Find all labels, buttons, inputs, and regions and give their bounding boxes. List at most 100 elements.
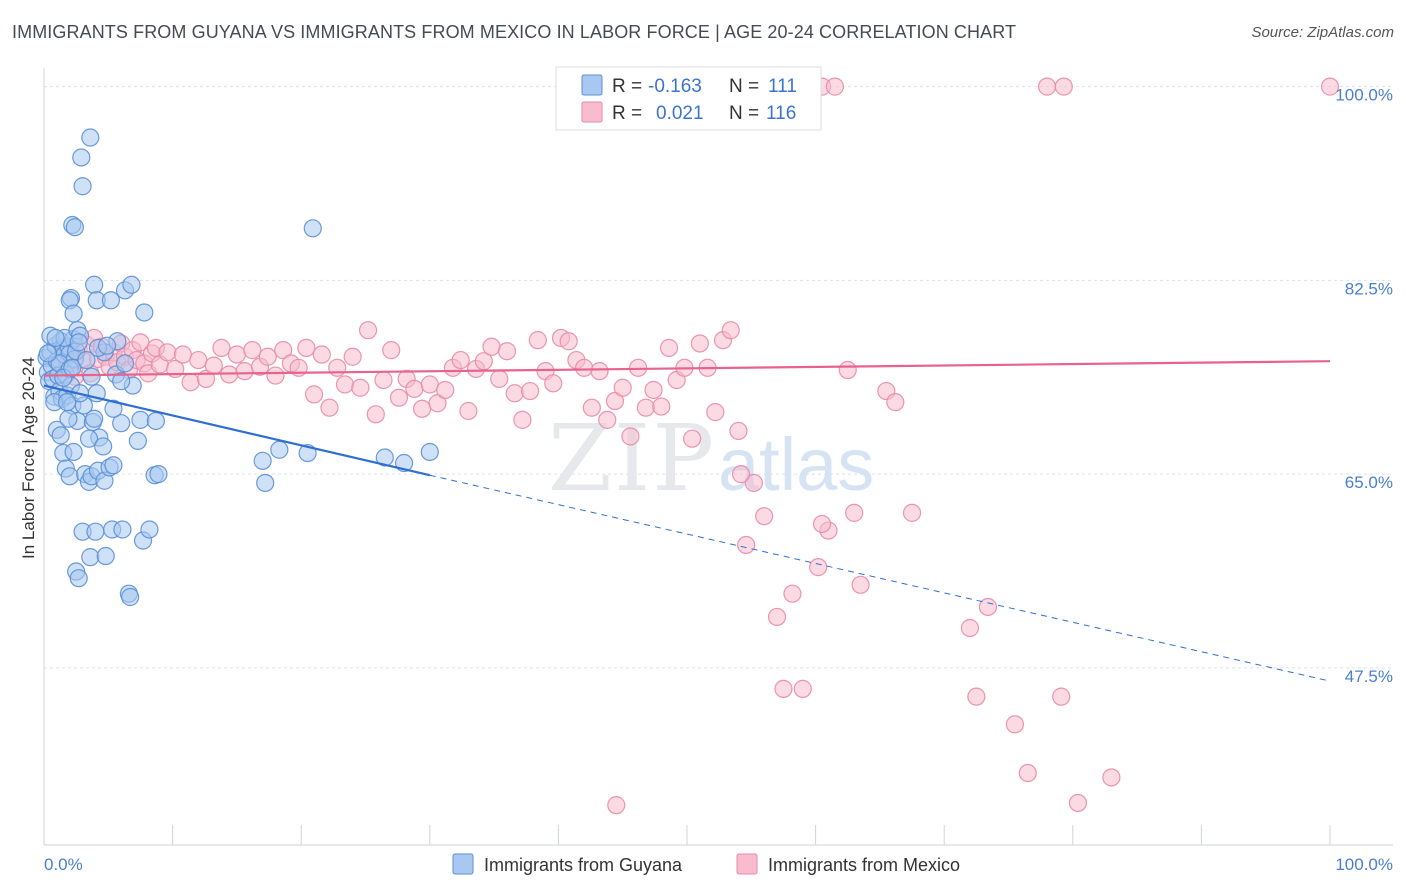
mexico-point <box>598 410 617 429</box>
guyana-point <box>58 393 77 412</box>
guyana-point <box>303 219 322 238</box>
mexico-point <box>204 356 223 375</box>
mexico-point <box>845 503 864 522</box>
guyana-point <box>101 291 120 310</box>
grid-lines <box>44 86 1393 669</box>
guyana-point <box>146 411 165 431</box>
x-tick-label-min: 0.0% <box>44 855 83 874</box>
y-tick-label: 82.5% <box>1345 279 1393 298</box>
mexico-point <box>825 77 844 96</box>
mexico-point <box>721 321 740 340</box>
mexico-point <box>737 535 756 555</box>
watermark-zip: ZIP <box>548 405 716 512</box>
guyana-point <box>69 333 88 352</box>
mexico-points <box>50 77 1340 815</box>
mexico-point <box>960 618 980 638</box>
mexico-point <box>812 514 832 534</box>
mexico-point <box>851 575 870 594</box>
mexico-point <box>521 381 540 401</box>
mexico-point <box>1052 687 1071 706</box>
legend-guyana-swatch <box>452 853 474 875</box>
mexico-point <box>978 597 998 617</box>
guyana-point <box>81 128 100 147</box>
mexico-point <box>243 341 262 360</box>
guyana-point <box>81 548 100 567</box>
mexico-point <box>744 473 763 493</box>
mexico-trend-line <box>43 360 1331 377</box>
guyana-r-label: R = <box>612 76 642 97</box>
mexico-point <box>755 507 774 526</box>
mexico-point <box>793 679 812 698</box>
mexico-point <box>304 385 324 404</box>
guyana-point <box>77 350 96 370</box>
guyana-point <box>115 354 135 373</box>
mexico-point <box>389 388 409 407</box>
guyana-point <box>420 442 439 462</box>
y-tick-label: 47.5% <box>1345 667 1393 686</box>
mexico-point <box>227 345 246 364</box>
mexico-point <box>451 350 470 370</box>
guyana-point <box>128 431 147 450</box>
trend-lines <box>43 360 1331 682</box>
series-legend: Immigrants from Guyana Immigrants from M… <box>452 853 960 875</box>
mexico-point <box>173 345 192 364</box>
guyana-point <box>85 409 104 428</box>
chart-title: IMMIGRANTS FROM GUYANA VS IMMIGRANTS FRO… <box>12 22 1017 42</box>
guyana-point <box>64 442 83 462</box>
mexico-point <box>382 341 401 360</box>
mexico-point <box>886 393 905 412</box>
guyana-point <box>140 520 159 539</box>
mexico-point <box>729 421 748 441</box>
mexico-point <box>731 465 751 484</box>
mexico-point <box>607 796 626 815</box>
guyana-point <box>82 367 101 386</box>
mexico-point <box>297 338 316 357</box>
mexico-point <box>590 362 609 381</box>
guyana-point <box>79 429 99 448</box>
guyana-point <box>69 569 88 588</box>
mexico-point <box>582 398 601 417</box>
legend-guyana-label: Immigrants from Guyana <box>484 855 683 875</box>
mexico-point <box>652 397 671 416</box>
guyana-point <box>121 587 140 607</box>
mexico-point <box>189 350 208 370</box>
axes <box>43 68 1393 846</box>
mexico-point <box>528 331 547 350</box>
mexico-point <box>902 503 922 522</box>
mexico-point <box>497 342 517 361</box>
mexico-point <box>320 398 339 417</box>
mexico-point <box>158 343 177 362</box>
legend-mexico-swatch <box>736 853 758 875</box>
legend-mexico-label: Immigrants from Mexico <box>768 855 960 875</box>
mexico-point <box>613 378 632 397</box>
mexico-n-value: 116 <box>766 103 796 124</box>
chart-source: Source: ZipAtlas.com <box>1251 24 1394 41</box>
guyana-swatch <box>581 74 603 96</box>
mexico-swatch <box>581 101 603 123</box>
mexico-point <box>683 429 702 448</box>
mexico-point <box>328 358 347 377</box>
y-axis-label: In Labor Force | Age 20-24 <box>19 357 38 559</box>
mexico-point <box>351 378 370 397</box>
guyana-point <box>65 218 84 237</box>
guyana-point <box>46 328 65 348</box>
mexico-n-label: N = <box>729 103 759 124</box>
mexico-r-label: R = <box>612 103 642 124</box>
mexico-point <box>783 584 802 603</box>
mexico-point <box>706 403 725 422</box>
mexico-r-value: 0.021 <box>656 103 704 124</box>
mexico-point <box>544 374 563 393</box>
mexico-point <box>767 607 787 627</box>
y-tick-label: 100.0% <box>1335 86 1393 105</box>
y-tick-label: 65.0% <box>1345 473 1393 492</box>
mexico-point <box>412 399 432 418</box>
guyana-point <box>375 448 394 467</box>
mexico-point <box>967 687 986 706</box>
mexico-point <box>436 380 455 400</box>
mexico-point <box>459 401 478 421</box>
guyana-trend-line <box>43 384 431 477</box>
mexico-point <box>343 347 362 366</box>
mexico-point <box>636 398 655 417</box>
mexico-point <box>513 410 532 429</box>
guyana-point <box>112 372 131 391</box>
